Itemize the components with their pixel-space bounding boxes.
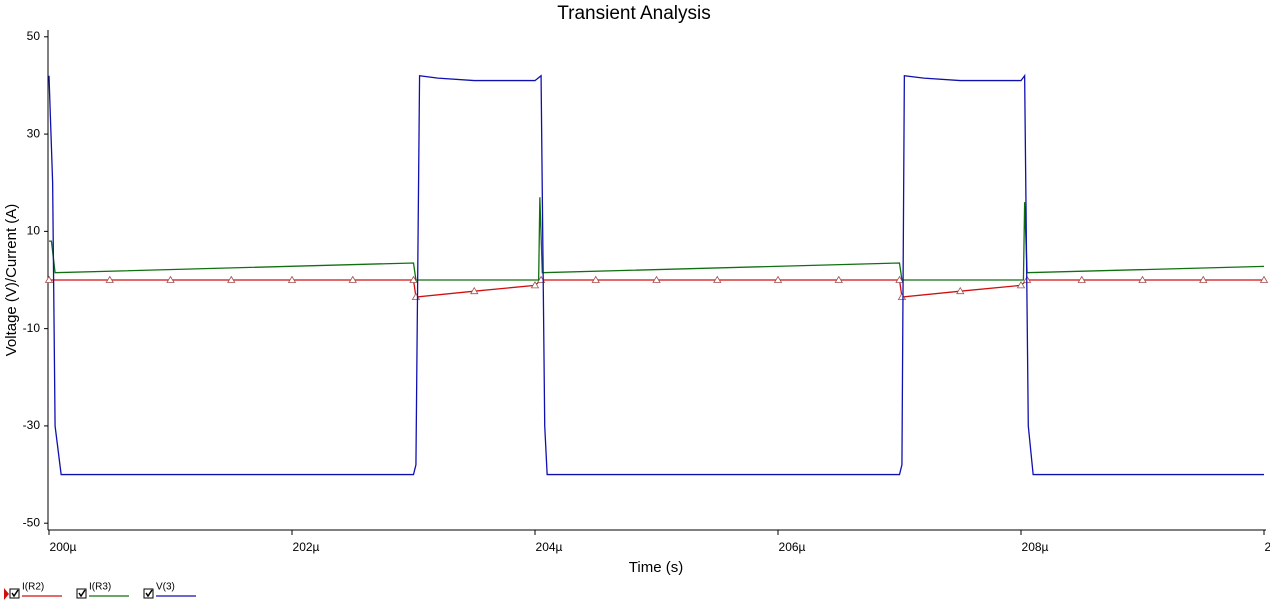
y-tick-label: 10 [27, 224, 41, 238]
data-marker [166, 275, 175, 283]
legend-check [78, 589, 86, 598]
data-marker [44, 275, 54, 283]
data-marker [713, 275, 722, 283]
data-marker [227, 275, 236, 283]
legend-label: V(3) [156, 582, 175, 593]
data-marker [1077, 275, 1086, 283]
data-marker [348, 275, 357, 283]
x-tick-label: 200µ [50, 540, 77, 554]
data-marker [1016, 281, 1026, 289]
legend-checkbox [143, 588, 154, 599]
legend-check [11, 589, 19, 598]
x-tick-label: 208µ [1022, 540, 1049, 554]
legend-check [145, 589, 153, 598]
y-tick-label: -50 [23, 515, 41, 529]
data-marker [897, 292, 907, 300]
data-marker [105, 275, 114, 283]
series-line [49, 197, 1265, 281]
legend-checkbox [76, 588, 87, 599]
x-tick-label: 210µ [1265, 540, 1270, 554]
data-marker [287, 275, 297, 283]
series-line [48, 73, 1264, 476]
data-marker [1259, 275, 1269, 283]
x-tick-label: 206µ [779, 540, 806, 554]
y-tick-label: -10 [23, 321, 41, 335]
y-tick-label: 50 [27, 29, 41, 43]
data-marker [1199, 275, 1208, 283]
data-marker [956, 286, 965, 295]
data-marker [1138, 275, 1147, 283]
y-axis-label: Voltage (V)/Current (A) [3, 204, 20, 357]
legend-selector [4, 588, 9, 600]
legend-label: I(R3) [89, 582, 111, 593]
data-marker [773, 275, 783, 283]
x-tick-label: 204µ [536, 540, 563, 554]
data-marker [834, 275, 843, 283]
y-tick-label: -30 [23, 418, 41, 432]
data-marker [470, 286, 479, 295]
data-marker [530, 281, 540, 289]
data-marker [591, 275, 600, 283]
data-marker [652, 275, 661, 283]
x-tick-label: 202µ [293, 540, 320, 554]
y-tick-label: 30 [27, 126, 41, 140]
legend-checkbox [9, 588, 20, 599]
legend-label: I(R2) [22, 582, 44, 593]
chart-title: Transient Analysis [557, 3, 710, 24]
x-axis-label: Time (s) [629, 559, 683, 576]
